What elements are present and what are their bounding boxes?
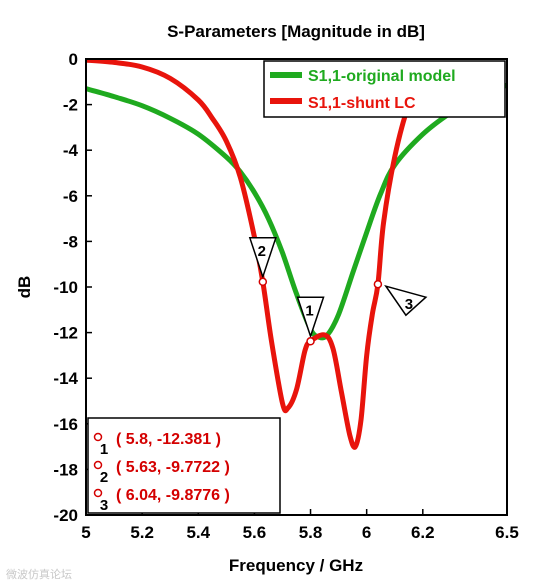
legend: S1,1-original model S1,1-shunt LC (263, 60, 506, 118)
marker-3: 3 (373, 279, 428, 317)
y-tick-label: -6 (63, 187, 78, 206)
readout-index: 1 (100, 441, 108, 458)
marker-layer: 1 2 3 (248, 237, 428, 346)
x-tick-label: 5.6 (243, 523, 267, 542)
marker-point (373, 279, 383, 289)
readout-layer: 1 ( 5.8, -12.381 ) 2 ( 5.63, -9.7722 ) 3 ( 6.… (93, 431, 230, 514)
watermark: 微波仿真论坛 (6, 567, 72, 581)
y-tick-label: -16 (53, 415, 78, 434)
readout-value: ( 5.8, -12.381 ) (116, 431, 221, 448)
x-tick-label: 6.5 (495, 523, 519, 542)
legend-label-shunt-lc: S1,1-shunt LC (308, 95, 416, 112)
marker-flag (384, 284, 428, 317)
marker-flag (296, 296, 325, 339)
chart-title: S-Parameters [Magnitude in dB] (167, 22, 425, 41)
marker-number: 3 (405, 296, 413, 313)
readout-marker-dot (93, 432, 103, 442)
y-tick-label: 0 (69, 50, 78, 69)
marker-1: 1 (296, 296, 325, 346)
plot-frame (85, 58, 508, 516)
x-axis-title: Frequency / GHz (229, 556, 363, 575)
x-tick-label: 5 (81, 523, 90, 542)
marker-readout-box: 1 ( 5.8, -12.381 ) 2 ( 5.63, -9.7722 ) 3 ( 6.… (87, 417, 281, 514)
x-tick-label: 5.2 (130, 523, 154, 542)
readout-index: 3 (100, 497, 108, 514)
marker-number: 1 (305, 302, 313, 319)
y-tick-label: -2 (63, 96, 78, 115)
readout-row-1: 1 ( 5.8, -12.381 ) (93, 431, 221, 458)
series-layer (86, 59, 507, 450)
legend-label-original: S1,1-original model (308, 68, 456, 85)
x-tick-label: 5.8 (299, 523, 323, 542)
readout-value: ( 6.04, -9.8776 ) (116, 487, 230, 504)
legend-box (263, 60, 506, 118)
y-tick-label: -18 (53, 460, 78, 479)
readout-marker-dot (93, 488, 103, 498)
readout-index: 2 (100, 469, 108, 486)
y-tick-label: -20 (53, 506, 78, 525)
y-axis-title: dB (15, 276, 34, 299)
marker-number: 2 (258, 243, 266, 260)
marker-point (258, 277, 268, 287)
y-tick-label: -12 (53, 324, 78, 343)
y-tick-label: -8 (63, 232, 78, 251)
x-tick-label: 6 (362, 523, 371, 542)
readout-row-3: 3 ( 6.04, -9.8776 ) (93, 487, 230, 514)
readout-row-2: 2 ( 5.63, -9.7722 ) (93, 459, 230, 486)
readout-marker-dot (93, 460, 103, 470)
readout-value: ( 5.63, -9.7722 ) (116, 459, 230, 476)
marker-point (306, 337, 315, 346)
y-tick-label: -4 (63, 141, 79, 160)
marker-2: 2 (248, 237, 277, 287)
readout-frame (87, 417, 281, 514)
marker-flag (248, 237, 277, 280)
y-tick-label: -10 (53, 278, 78, 297)
x-tick-label: 6.2 (411, 523, 435, 542)
y-tick-label: -14 (53, 369, 78, 388)
series-line-original (86, 82, 507, 341)
x-tick-label: 5.4 (186, 523, 210, 542)
